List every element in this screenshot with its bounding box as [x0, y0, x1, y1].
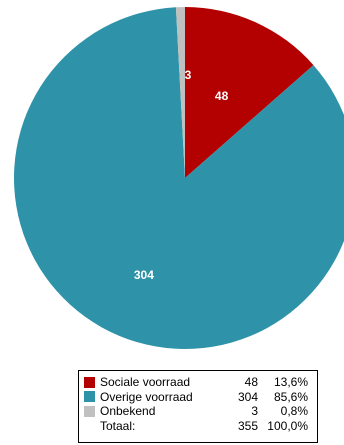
pie-label-sociale-voorraad: 48: [215, 89, 229, 103]
chart-legend: Sociale voorraad 48 13,6% Overige voorra…: [78, 370, 318, 443]
pie-slices: [14, 7, 344, 349]
legend-swatch-overige-voorraad: [84, 391, 95, 402]
legend-row-sociale-voorraad: Sociale voorraad 48 13,6%: [84, 375, 311, 390]
legend-row-overige-voorraad: Overige voorraad 304 85,6%: [84, 390, 311, 405]
legend-pct-totaal: 100,0%: [258, 419, 308, 434]
legend-label-onbekend: Onbekend: [100, 404, 220, 419]
legend-count-overige-voorraad: 304: [220, 390, 258, 405]
pie-label-overige-voorraad: 304: [134, 268, 154, 282]
pie-label-onbekend: 3: [185, 68, 192, 82]
legend-swatch-onbekend: [84, 406, 95, 417]
legend-label-sociale-voorraad: Sociale voorraad: [100, 375, 220, 390]
legend-row-onbekend: Onbekend 3 0,8%: [84, 404, 311, 419]
legend-swatch-spacer: [84, 420, 95, 431]
legend-label-totaal: Totaal:: [100, 419, 220, 434]
legend-count-onbekend: 3: [220, 404, 258, 419]
legend-row-totaal: Totaal: 355 100,0%: [84, 419, 311, 434]
legend-swatch-sociale-voorraad: [84, 377, 95, 388]
legend-count-totaal: 355: [220, 419, 258, 434]
legend-pct-onbekend: 0,8%: [258, 404, 308, 419]
legend-count-sociale-voorraad: 48: [220, 375, 258, 390]
legend-pct-sociale-voorraad: 13,6%: [258, 375, 308, 390]
legend-pct-overige-voorraad: 85,6%: [258, 390, 308, 405]
pie-chart: 48 304 3: [0, 0, 344, 360]
legend-label-overige-voorraad: Overige voorraad: [100, 390, 220, 405]
